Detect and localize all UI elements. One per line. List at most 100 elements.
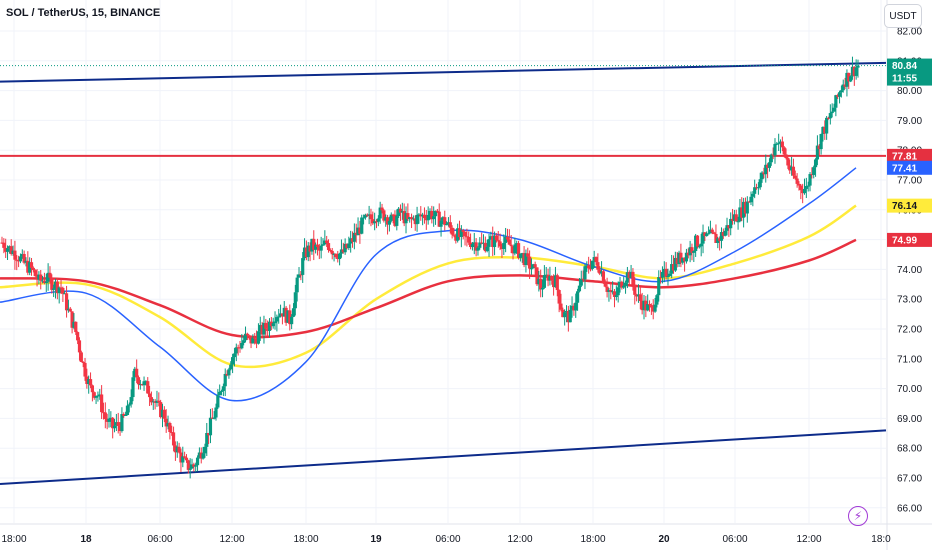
candle-body — [314, 244, 318, 250]
candle-body — [205, 432, 209, 447]
candle-body — [232, 353, 237, 358]
candle-body — [190, 464, 194, 469]
candle-body — [280, 313, 285, 317]
time-axis[interactable]: 18:00 18 06:00 12:00 18:00 19 06:00 12:00 18:00 2… — [1, 534, 891, 545]
candle-body — [7, 246, 11, 249]
candle-body — [219, 390, 224, 392]
candle-body — [393, 214, 397, 226]
candle-body — [100, 394, 104, 413]
candle-body — [258, 325, 262, 332]
candle-body — [201, 453, 205, 459]
candle-body — [365, 214, 369, 216]
candle-body — [736, 221, 740, 223]
candle-body — [596, 262, 600, 270]
candle-body — [673, 257, 677, 271]
price-axis[interactable]: 82.0081.0080.0079.0078.0077.0076.0075.00… — [897, 27, 922, 515]
candle-body — [112, 425, 117, 429]
candle-body — [522, 253, 526, 265]
candle-body — [660, 272, 665, 278]
candle-body — [267, 321, 272, 331]
candle-body — [594, 257, 598, 263]
candle-body — [380, 207, 384, 211]
candle-body — [730, 218, 735, 221]
candle-body — [413, 218, 417, 225]
x-tick-label: 12:00 — [219, 534, 244, 545]
candle-body — [315, 244, 320, 247]
candle-body — [646, 304, 650, 311]
candle-body — [277, 316, 281, 318]
candle-body — [59, 287, 63, 289]
x-tick-label: 12:00 — [796, 534, 821, 545]
candle-body — [306, 245, 310, 258]
candle-body — [749, 196, 753, 203]
candle-body — [319, 245, 323, 251]
candle-body — [581, 278, 585, 280]
candle-body — [332, 253, 336, 255]
candle-body — [278, 313, 283, 317]
candle-body — [131, 377, 135, 398]
symbol-title: SOL / TetherUS, 15, BINANCE — [6, 7, 161, 19]
candle-body — [799, 185, 803, 190]
candle-body — [321, 244, 325, 246]
candle-body — [29, 262, 34, 268]
candle-body — [360, 217, 364, 234]
candle-body — [705, 233, 709, 236]
candle-body — [437, 211, 441, 227]
candle-body — [249, 335, 253, 344]
x-tick-label: 06:00 — [435, 534, 460, 545]
candle-body — [570, 305, 574, 310]
y-tick-label: 68.00 — [897, 444, 922, 455]
candle-body — [823, 126, 827, 134]
candle-body — [743, 201, 748, 214]
candle-body — [422, 214, 427, 219]
candle-body — [540, 287, 545, 290]
candle-body — [419, 214, 423, 217]
candle-body — [171, 432, 176, 446]
candle-body — [745, 201, 749, 214]
ema-blue-badge — [887, 160, 932, 175]
candle-body — [157, 400, 161, 403]
bolt-icon[interactable]: ⚡ — [848, 506, 868, 526]
candle-body — [20, 253, 24, 257]
candle-body — [729, 218, 733, 229]
candle-body — [33, 270, 37, 277]
candle-body — [747, 201, 751, 203]
candles — [0, 56, 860, 479]
candle-body — [389, 214, 393, 221]
candle-body — [651, 307, 655, 312]
x-tick-label: 18:0 — [871, 534, 891, 545]
candle-body — [465, 236, 469, 238]
currency-button[interactable]: USDT — [884, 4, 922, 28]
channel-lower-line[interactable] — [0, 429, 887, 485]
candle-body — [251, 337, 255, 344]
candle-body — [446, 222, 451, 225]
candle-body — [682, 257, 687, 262]
candle-body — [533, 264, 537, 268]
candle-body — [572, 305, 576, 311]
candle-body — [5, 248, 10, 252]
candle-body — [812, 167, 816, 175]
candle-body — [599, 271, 604, 274]
candle-body — [352, 232, 356, 242]
candle-body — [295, 277, 299, 293]
candle-body — [432, 216, 436, 220]
candle-body — [188, 468, 192, 470]
candle-body — [542, 275, 546, 288]
candle-body — [253, 337, 257, 339]
candle-body — [583, 266, 587, 280]
candle-body — [358, 227, 362, 234]
candle-body — [162, 409, 166, 419]
candle-body — [837, 92, 842, 97]
candle-body — [411, 218, 415, 220]
candle-body — [498, 241, 502, 247]
candle-body — [271, 323, 275, 327]
candle-body — [361, 217, 366, 219]
x-tick-label: 20 — [658, 534, 670, 545]
candle-body — [301, 258, 305, 275]
candle-body — [723, 230, 727, 236]
y-tick-label: 79.00 — [897, 116, 922, 127]
candle-body — [223, 373, 227, 387]
candle-body — [133, 368, 137, 378]
candle-body — [813, 159, 818, 168]
